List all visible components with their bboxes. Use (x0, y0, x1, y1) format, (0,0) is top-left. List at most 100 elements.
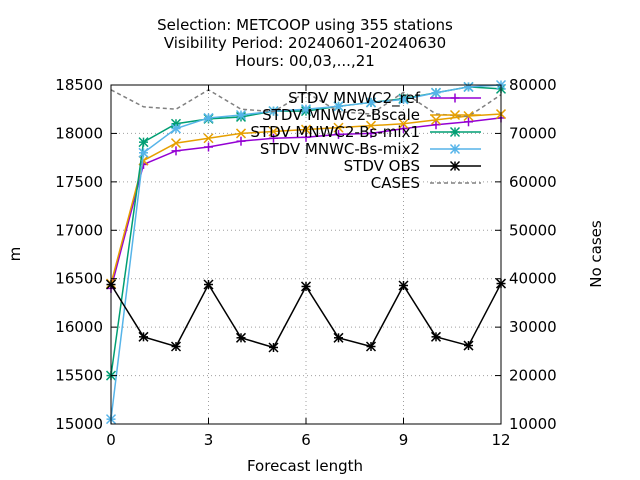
data-point-stdv-mnwc2-bscale (235, 128, 247, 139)
y2-tick-label: 60000 (509, 173, 557, 191)
data-point-stdv-obs (235, 332, 247, 343)
legend-label: STDV OBS (344, 157, 420, 175)
data-point-stdv-mnwc2-bs-mix1 (138, 137, 149, 148)
legend-entry-stdv-mnwc2-bs-mix1: STDV MNWC2-Bs-mix1 (250, 123, 481, 141)
marker-stroke (300, 124, 312, 135)
data-point-stdv-mnwc-bs-mix2 (333, 101, 344, 112)
data-point-stdv-obs (300, 281, 312, 292)
data-point-stdv-mnwc2-ref (464, 117, 473, 127)
data-point-stdv-mnwc2-ref (366, 128, 376, 138)
legend-marker (449, 126, 461, 138)
data-point-stdv-obs (398, 280, 409, 291)
data-point-stdv-mnwc2-ref (171, 146, 181, 156)
legend-label: STDV MNWC2_ref (288, 89, 421, 108)
data-point-stdv-mnwc-bs-mix2 (300, 104, 312, 115)
marker-stroke (235, 332, 247, 343)
legend-label: STDV MNWC2-Bscale (262, 106, 420, 124)
y-tick-label: 16500 (55, 270, 103, 288)
data-point-stdv-obs (170, 341, 182, 352)
marker-stroke (365, 120, 377, 131)
legend-label: STDV MNWC-Bs-mix2 (260, 140, 420, 158)
data-point-stdv-mnwc-bs-mix2 (203, 112, 214, 123)
y-tick-label: 16000 (55, 318, 103, 336)
series-layer (105, 79, 507, 425)
marker-stroke (235, 109, 247, 121)
data-point-stdv-mnwc-bs-mix2 (138, 147, 149, 158)
data-point-stdv-obs (430, 331, 442, 342)
marker-stroke (268, 126, 279, 137)
marker-stroke (398, 94, 409, 105)
data-point-stdv-mnwc-bs-mix2 (170, 123, 182, 134)
marker-stroke (203, 112, 214, 123)
marker-stroke (203, 133, 214, 144)
data-point-stdv-mnwc-bs-mix2 (235, 109, 247, 121)
data-point-stdv-mnwc-bs-mix2 (430, 87, 442, 98)
marker-stroke (203, 279, 214, 290)
y-tick-label: 18500 (55, 76, 103, 94)
data-point-stdv-mnwc2-ref (399, 124, 408, 134)
series-line-cases (110, 88, 502, 118)
chart-title: Selection: METCOOP using 355 stations Vi… (157, 16, 453, 70)
marker-stroke (235, 128, 247, 139)
x-tick-label: 3 (204, 431, 214, 449)
series-stdv-mnwc-bs-mix2 (105, 79, 507, 425)
marker-stroke (333, 101, 344, 112)
x-tick-label: 0 (106, 431, 116, 449)
marker-stroke (449, 126, 461, 138)
legend-marker (449, 160, 461, 172)
marker-stroke (170, 123, 182, 134)
data-point-stdv-mnwc2-bscale (430, 114, 442, 125)
data-point-stdv-mnwc2-bscale (170, 138, 182, 149)
y-tick-label: 17500 (55, 173, 103, 191)
marker-stroke (170, 118, 182, 129)
y2-tick-label: 70000 (509, 124, 557, 142)
data-point-stdv-obs (203, 279, 214, 290)
data-point-stdv-mnwc2-bscale (398, 118, 409, 129)
marker-stroke (333, 122, 344, 133)
series-cases (110, 88, 502, 118)
data-point-stdv-obs (138, 331, 149, 342)
marker-stroke (449, 160, 461, 172)
marker-stroke (170, 138, 182, 149)
series-stdv-obs (105, 278, 507, 353)
x-tick-label: 9 (399, 431, 409, 449)
data-point-stdv-mnwc2-bscale (203, 133, 214, 144)
legend-label: CASES (371, 174, 420, 192)
title-line-1: Selection: METCOOP using 355 stations (157, 16, 453, 34)
data-point-stdv-mnwc2-ref (334, 129, 343, 139)
marker-stroke (300, 281, 312, 292)
y2-tick-label: 50000 (509, 221, 557, 239)
y-tick-label: 15000 (55, 415, 103, 433)
y-tick-label: 18000 (55, 124, 103, 142)
y2-tick-label: 30000 (509, 318, 557, 336)
data-point-stdv-mnwc2-bscale (333, 122, 344, 133)
data-point-stdv-mnwc2-bscale (268, 126, 279, 137)
marker-stroke (365, 341, 377, 352)
title-line-3: Hours: 00,03,...,21 (235, 52, 375, 70)
marker-stroke (430, 114, 442, 125)
legend-marker (450, 93, 460, 103)
marker-stroke (138, 137, 149, 148)
legend-entry-stdv-mnwc2-ref: STDV MNWC2_ref (288, 89, 481, 108)
data-point-stdv-mnwc2-ref (301, 132, 311, 142)
title-line-2: Visibility Period: 20240601-20240630 (164, 34, 446, 52)
y2-tick-label: 20000 (509, 367, 557, 385)
legend-entry-stdv-mnwc-bs-mix2: STDV MNWC-Bs-mix2 (260, 140, 481, 158)
data-point-stdv-mnwc-bs-mix2 (463, 81, 474, 92)
series-stdv-mnwc2-bscale (105, 109, 507, 289)
x-axis-label: Forecast length (247, 457, 363, 475)
data-point-stdv-mnwc-bs-mix2 (365, 97, 377, 108)
marker-stroke (463, 110, 474, 122)
data-point-stdv-obs (268, 342, 279, 353)
marker-stroke (430, 87, 442, 98)
data-point-stdv-mnwc-bs-mix2 (398, 94, 409, 105)
legend-entry-stdv-obs: STDV OBS (344, 157, 481, 175)
legend-entry-stdv-mnwc2-bscale: STDV MNWC2-Bscale (262, 106, 481, 124)
marker-stroke (300, 104, 312, 115)
data-point-stdv-mnwc2-ref (269, 133, 278, 143)
data-point-stdv-mnwc2-bscale (365, 120, 377, 131)
axis-ticks: 0 3 6 9 12 15000 15500 16000 16500 17000 17500 1800… (55, 76, 556, 449)
y2-tick-label: 80000 (509, 76, 557, 94)
marker-stroke (463, 81, 474, 92)
